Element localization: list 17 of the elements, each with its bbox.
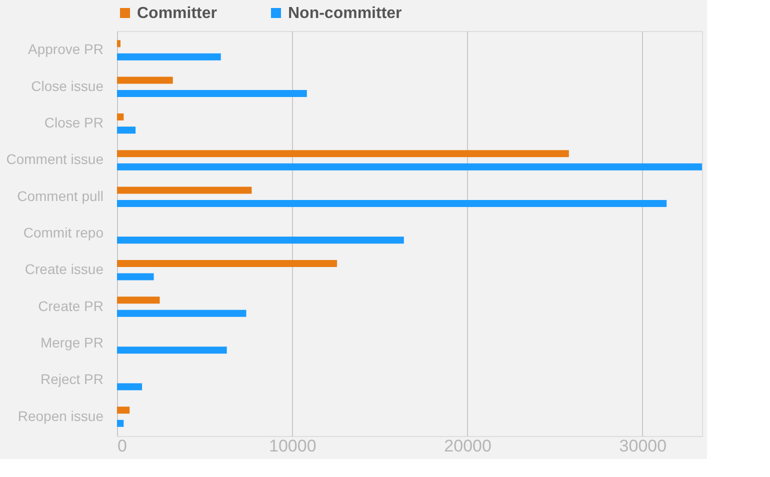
y-tick-label: Create issue xyxy=(24,261,104,278)
x-tick-label: 0 xyxy=(118,436,127,456)
y-tick-label: Merge PR xyxy=(40,334,104,350)
y-tick-label: Create PR xyxy=(38,298,104,314)
x-tick-label: 10000 xyxy=(269,436,316,456)
y-tick-label: Reject PR xyxy=(40,371,104,388)
x-tick-label: 30000 xyxy=(619,436,667,456)
y-tick-label: Approve PR xyxy=(28,41,104,58)
y-tick-label: Close issue xyxy=(31,78,104,94)
y-tick-label: Close PR xyxy=(44,114,104,131)
legend-label: Committer xyxy=(137,5,218,22)
legend-label: Non-committer xyxy=(288,5,402,22)
y-tick-label: Commit repo xyxy=(23,224,104,240)
y-tick-label: Comment issue xyxy=(6,151,104,168)
y-tick-label: Reopen issue xyxy=(18,408,104,424)
x-tick-label: 20000 xyxy=(444,436,492,456)
y-tick-label: Comment pull xyxy=(17,188,104,204)
